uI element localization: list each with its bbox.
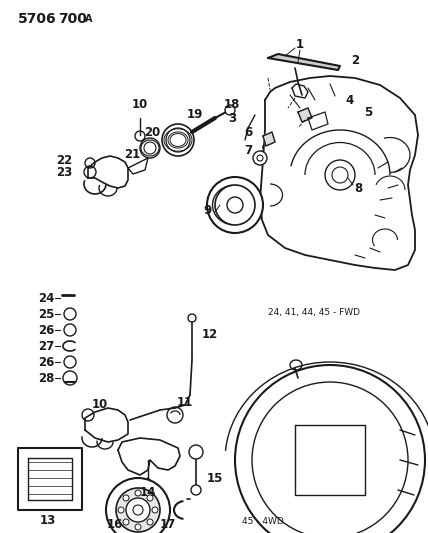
Circle shape: [106, 478, 170, 533]
Polygon shape: [263, 132, 275, 146]
Text: 21: 21: [124, 149, 140, 161]
Circle shape: [118, 507, 124, 513]
Circle shape: [140, 138, 160, 158]
Circle shape: [207, 177, 263, 233]
Circle shape: [123, 495, 129, 501]
Text: 3: 3: [228, 111, 236, 125]
Text: 2: 2: [351, 53, 359, 67]
Text: 6: 6: [244, 125, 252, 139]
Circle shape: [123, 519, 129, 525]
Text: 45 - 4WD: 45 - 4WD: [242, 518, 284, 527]
Text: 24: 24: [38, 292, 54, 304]
Text: 19: 19: [187, 109, 203, 122]
Text: 1: 1: [296, 37, 304, 51]
Text: 23: 23: [56, 166, 72, 179]
Text: 24, 41, 44, 45 - FWD: 24, 41, 44, 45 - FWD: [268, 308, 360, 317]
Polygon shape: [118, 438, 180, 475]
Circle shape: [253, 151, 267, 165]
Text: 18: 18: [224, 98, 240, 110]
Text: A: A: [85, 14, 92, 24]
Text: 10: 10: [132, 98, 148, 110]
Circle shape: [225, 105, 235, 115]
Text: 4: 4: [346, 93, 354, 107]
Text: 26: 26: [38, 356, 54, 368]
Polygon shape: [28, 458, 72, 500]
Polygon shape: [18, 448, 82, 510]
Text: 22: 22: [56, 154, 72, 166]
Polygon shape: [88, 156, 128, 188]
Circle shape: [152, 507, 158, 513]
Circle shape: [325, 160, 355, 190]
Polygon shape: [292, 84, 308, 98]
Text: 13: 13: [40, 513, 56, 527]
Circle shape: [162, 124, 194, 156]
Text: 28: 28: [38, 372, 54, 384]
Polygon shape: [85, 408, 128, 442]
Text: 10: 10: [92, 399, 108, 411]
Text: 17: 17: [160, 519, 176, 531]
Text: 12: 12: [202, 328, 218, 342]
Text: 16: 16: [107, 519, 123, 531]
Circle shape: [147, 495, 153, 501]
Text: 26: 26: [38, 324, 54, 336]
Circle shape: [167, 407, 183, 423]
Text: 25: 25: [38, 308, 54, 320]
Polygon shape: [268, 54, 340, 70]
Circle shape: [126, 498, 150, 522]
Circle shape: [191, 485, 201, 495]
Text: 9: 9: [204, 204, 212, 216]
Text: 7: 7: [244, 143, 252, 157]
Text: 14: 14: [140, 486, 156, 498]
Text: 5: 5: [364, 106, 372, 118]
Text: 27: 27: [38, 340, 54, 352]
Circle shape: [116, 488, 160, 532]
Polygon shape: [298, 108, 312, 122]
Circle shape: [189, 445, 203, 459]
Circle shape: [135, 490, 141, 496]
Text: 15: 15: [207, 472, 223, 484]
Circle shape: [147, 519, 153, 525]
Polygon shape: [260, 76, 418, 270]
Text: 8: 8: [354, 182, 362, 195]
Text: 5706: 5706: [18, 12, 56, 26]
Circle shape: [188, 314, 196, 322]
Polygon shape: [308, 112, 328, 130]
Polygon shape: [295, 425, 365, 495]
Text: 700: 700: [58, 12, 87, 26]
Circle shape: [235, 365, 425, 533]
Text: 11: 11: [177, 395, 193, 408]
Text: 20: 20: [144, 125, 160, 139]
Circle shape: [135, 524, 141, 530]
Polygon shape: [128, 158, 148, 174]
